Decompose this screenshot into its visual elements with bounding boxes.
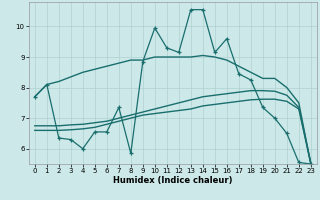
X-axis label: Humidex (Indice chaleur): Humidex (Indice chaleur): [113, 176, 233, 185]
